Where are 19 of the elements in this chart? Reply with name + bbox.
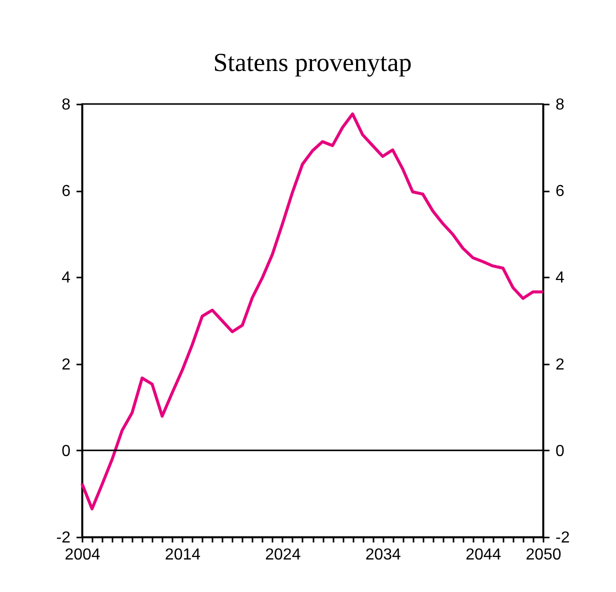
x-tick-label: 2014	[164, 546, 201, 564]
x-tick-label: 2004	[64, 546, 100, 564]
x-tick-label: 2044	[466, 546, 502, 564]
x-tick-label: 2034	[365, 546, 402, 564]
y-tick-label: 2	[62, 356, 71, 374]
y-tick-label: 6	[62, 183, 71, 200]
x-tick-label: 2024	[265, 546, 301, 564]
y-tick-label: -2	[56, 530, 71, 546]
y-tick-label: 4	[62, 270, 71, 287]
y2-tick-label: 6	[556, 183, 564, 200]
y2-tick-label: 4	[556, 270, 564, 287]
y2-tick-label: 2	[556, 356, 564, 374]
x-tick-label: 2050	[526, 546, 562, 564]
y-tick-label: 0	[62, 442, 71, 460]
y2-tick-label: 8	[556, 96, 564, 114]
y-tick-label: 8	[62, 96, 71, 114]
y2-tick-label: -2	[556, 530, 570, 546]
chart-title: Statens provenytap	[213, 48, 412, 77]
y2-tick-label: 0	[556, 442, 564, 460]
